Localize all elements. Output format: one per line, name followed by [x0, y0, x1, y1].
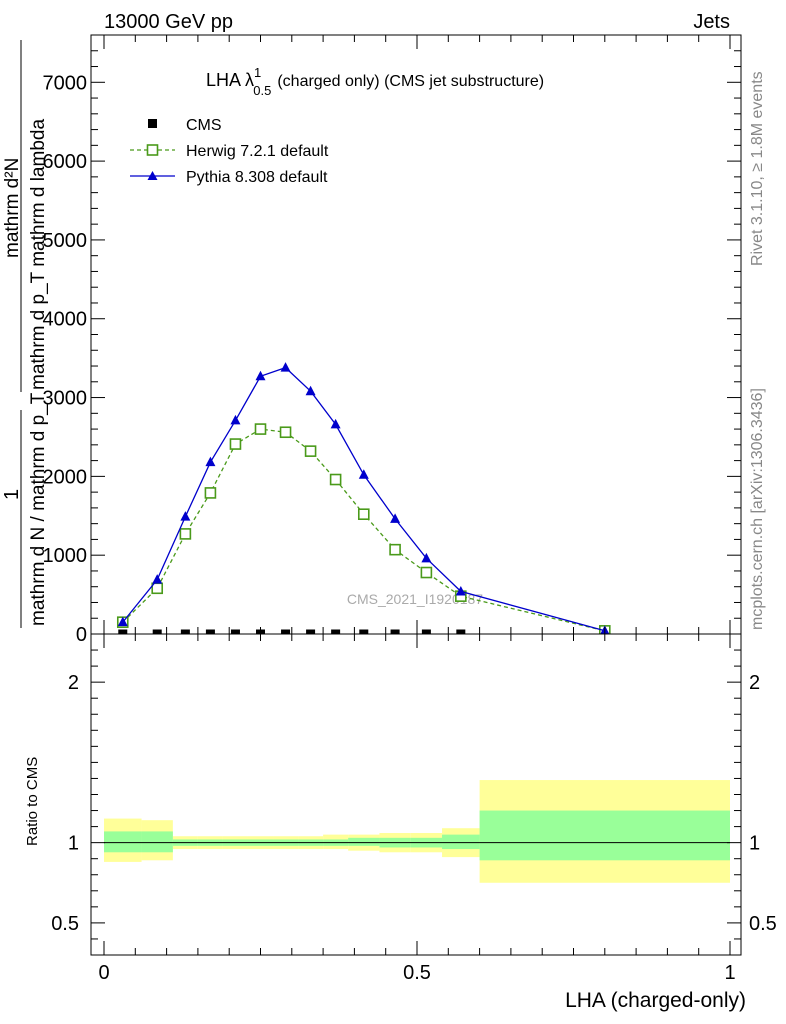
chart-title: LHA λ1 0.5 (charged only) (CMS jet substru…	[206, 65, 544, 98]
main-ytick-label: 6000	[43, 151, 88, 173]
ylabel-den: mathrm d p_T mathrm d lambda	[28, 119, 49, 390]
legend-cms-marker	[148, 119, 157, 128]
uncertainty-band-inner	[348, 837, 380, 846]
main-ytick-label: 2000	[43, 466, 88, 488]
herwig-point	[229, 438, 242, 450]
rivet-label: Rivet 3.1.10, ≥ 1.8M events	[749, 71, 766, 266]
x-axis-label: LHA (charged-only)	[565, 989, 746, 1012]
pythia-point	[358, 469, 369, 479]
pythia-point	[421, 552, 432, 563]
ratio-ytick-label: 1	[68, 833, 79, 855]
pythia-point	[305, 385, 316, 396]
pythia-point	[205, 456, 216, 467]
mcplots-label: mcplots.cern.ch [arXiv:1306.3436]	[749, 388, 766, 630]
legend-pythia-marker	[147, 171, 158, 180]
herwig-point	[389, 543, 401, 556]
ratio-ylabel: Ratio to CMS	[24, 757, 41, 846]
pythia-point	[255, 370, 266, 381]
herwig-point	[179, 528, 192, 540]
watermark: CMS_2021_I1920187	[347, 591, 483, 607]
uncertainty-band-inner	[442, 834, 480, 850]
title-main: LHA λ	[206, 70, 254, 90]
pythia-point	[152, 574, 163, 584]
pythia-point	[117, 616, 128, 627]
ratio-xtick-label: 0	[98, 962, 109, 984]
legend-herwig-marker	[146, 144, 159, 156]
herwig-point	[357, 508, 370, 521]
title-rest: (charged only) (CMS jet substructure)	[277, 73, 544, 90]
series-1-line	[122, 428, 605, 632]
header-right: Jets	[693, 11, 730, 33]
herwig-point	[420, 566, 433, 579]
main-ylabel: 1 mathrm d N / mathrm d p_T mathrm d²N m…	[1, 40, 49, 628]
ratio-frame: 0.5 0.5 1 1 2 2 0 0.5 1	[51, 633, 777, 984]
main-ytick-label: 0	[76, 624, 87, 646]
uncertainty-band-inner	[479, 810, 730, 861]
ratio-ytick-label: 0.5	[51, 913, 79, 935]
uncertainty-band-inner	[104, 831, 142, 853]
main-ytick-label: 7000	[43, 72, 88, 94]
pythia-point	[180, 511, 191, 521]
pythia-point	[230, 414, 241, 425]
main-ytick-label: 1000	[43, 545, 88, 567]
pythia-point	[330, 418, 341, 429]
herwig-point	[304, 445, 317, 457]
ylabel-frac-den: mathrm d N / mathrm d p_T	[28, 392, 49, 626]
ratio-panel	[91, 634, 741, 955]
legend-pythia-label: Pythia 8.308 default	[186, 169, 328, 186]
title-sub: 0.5	[253, 83, 271, 98]
uncertainty-band-inner	[141, 831, 173, 853]
header-left: 13000 GeV pp	[104, 11, 233, 33]
ratio-ytick-label: 2	[68, 672, 79, 694]
ratio-ytick-label-right: 0.5	[749, 913, 777, 935]
ratio-ytick-label-right: 1	[749, 833, 760, 855]
pythia-point	[455, 585, 466, 596]
legend: CMS Herwig 7.2.1 default Pythia 8.308 de…	[130, 117, 329, 186]
main-ytick-label: 3000	[43, 388, 88, 410]
ratio-xtick-label: 0.5	[403, 962, 431, 984]
herwig-point	[254, 423, 267, 435]
ratio-xtick-label: 1	[724, 962, 735, 984]
title-sup: 1	[254, 65, 261, 80]
pythia-point	[390, 513, 401, 523]
main-plot-area	[91, 35, 741, 634]
herwig-point	[329, 473, 342, 486]
legend-herwig-label: Herwig 7.2.1 default	[186, 143, 329, 160]
ylabel-num: mathrm d²N	[2, 158, 23, 258]
main-ytick-label: 4000	[43, 309, 88, 331]
herwig-point	[204, 487, 217, 499]
main-ytick-label: 5000	[43, 230, 88, 252]
series-2-line	[122, 366, 605, 632]
legend-cms-label: CMS	[186, 117, 222, 134]
main-panel	[91, 35, 741, 634]
main-frame: 0 1000 2000 3000 4000 5000 6000 7000	[43, 34, 742, 646]
ylabel-frac-num: 1	[1, 489, 23, 500]
herwig-point	[279, 426, 292, 439]
ratio-ytick-label-right: 2	[749, 672, 760, 694]
pythia-point	[280, 362, 291, 372]
